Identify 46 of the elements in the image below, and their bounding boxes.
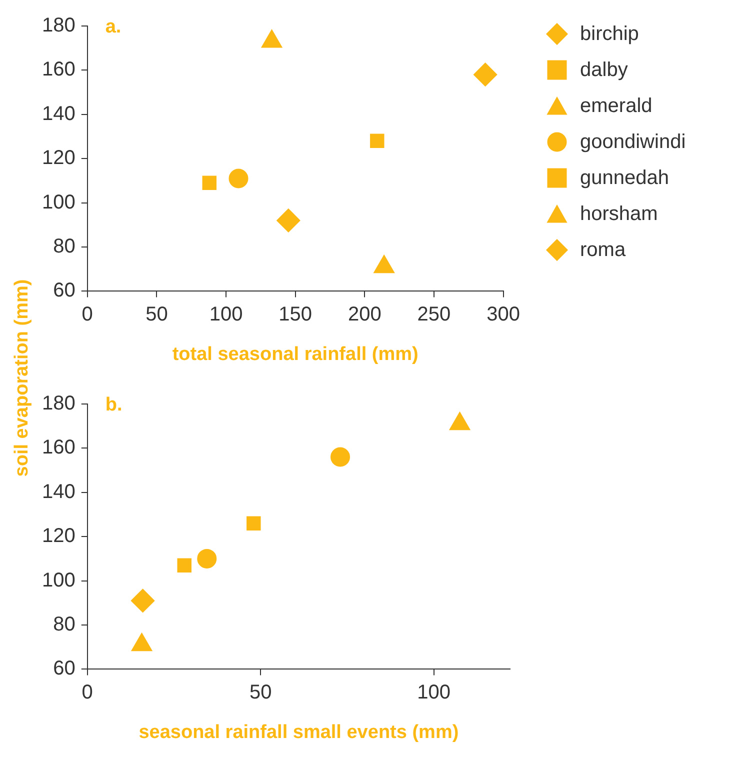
y-tick-label: 180 [42, 14, 76, 37]
legend-label: roma [580, 238, 626, 262]
x-tick-label: 0 [82, 304, 93, 326]
y-tick-label: 120 [42, 147, 76, 170]
legend-label: horsham [580, 202, 658, 226]
x-tick-label: 200 [348, 304, 382, 326]
point [131, 588, 155, 612]
legend-label: goondiwindi [580, 130, 686, 154]
y-tick-label: 160 [42, 58, 76, 81]
legend-label: dalby [580, 58, 628, 82]
y-tick-label: 120 [42, 525, 76, 548]
point [197, 548, 217, 568]
x-tick-label: 150 [278, 304, 312, 326]
x-tick-label: 300 [486, 304, 520, 326]
point [276, 208, 300, 232]
legend-label: birchip [580, 22, 639, 46]
y-tick-label: 100 [42, 191, 76, 214]
point [228, 168, 248, 188]
x-axis-title: total seasonal rainfall (mm) [172, 344, 418, 365]
y-tick-label: 80 [53, 614, 76, 636]
y-tick-label: 140 [42, 102, 76, 125]
point [202, 176, 216, 190]
x-tick-label: 50 [249, 682, 272, 704]
point [246, 516, 261, 530]
y-tick-label: 160 [42, 436, 76, 459]
x-tick-label: 0 [82, 682, 93, 704]
point [474, 62, 498, 86]
y-tick-label: 80 [53, 236, 76, 258]
point [370, 134, 384, 148]
annotation: a. [105, 16, 122, 38]
y-tick-label: 60 [53, 658, 76, 680]
legend-label: emerald [580, 94, 652, 118]
y-axis-title: soil evaporation (mm) [12, 279, 34, 477]
x-tick-label: 250 [417, 304, 451, 326]
annotation: b. [105, 394, 122, 416]
point [177, 558, 192, 572]
point [330, 447, 350, 467]
x-tick-label: 100 [417, 682, 450, 704]
legend-label: gunnedah [580, 166, 669, 190]
y-tick-label: 140 [42, 480, 76, 503]
y-tick-label: 180 [42, 392, 76, 415]
x-tick-label: 100 [209, 304, 243, 326]
x-tick-label: 50 [146, 304, 168, 326]
y-tick-label: 60 [53, 280, 76, 302]
y-tick-label: 100 [42, 569, 76, 592]
x-axis-title: seasonal rainfall small events (mm) [138, 722, 459, 743]
